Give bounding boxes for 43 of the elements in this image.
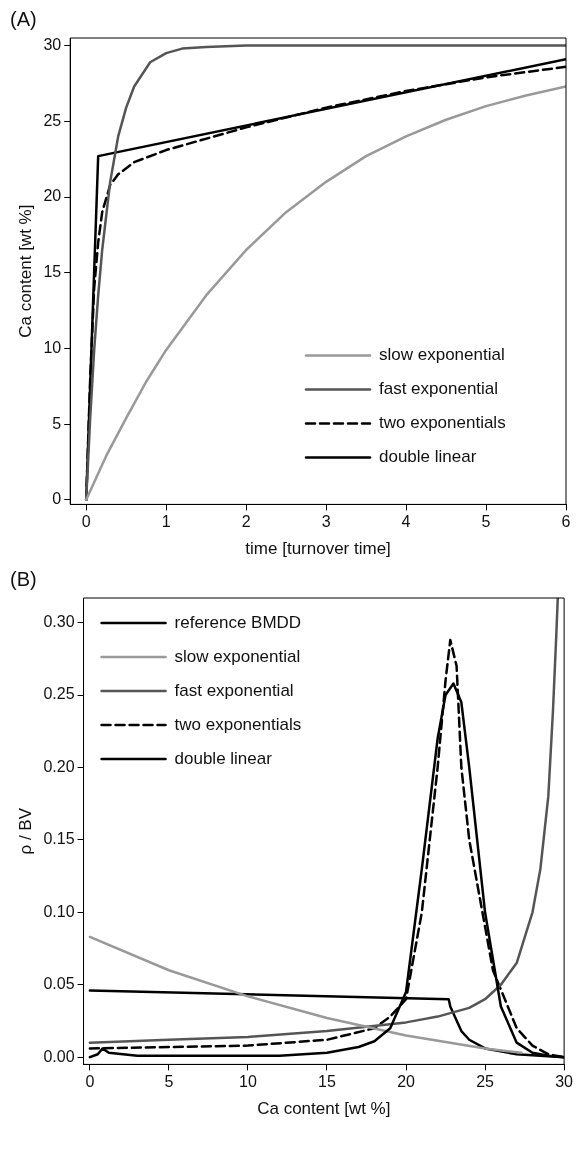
y-tick-label: 0.25 [43,685,75,703]
x-tick-label: 1 [161,513,171,531]
y-tick-label: 30 [43,35,62,53]
y-tick-label: 0 [52,490,62,508]
x-tick-label: 6 [561,513,571,531]
y-tick-label: 0.20 [43,757,75,775]
y-tick-label: 0.30 [43,613,75,631]
y-tick-label: 25 [43,111,62,129]
x-tick-label: 15 [318,1073,336,1091]
legend-label: slow exponential [379,345,505,365]
legend-label: double linear [379,447,477,467]
y-tick-label: 0.15 [43,830,75,848]
x-axis-title: time [turnover time] [245,539,391,559]
legend-label: double linear [174,748,273,768]
y-tick-label: 20 [43,187,62,205]
legend-label: two exponentials [174,714,302,734]
y-tick-label: 0.10 [43,902,75,920]
x-tick-label: 10 [239,1073,257,1091]
y-tick-label: 10 [43,338,62,356]
x-tick-label: 30 [555,1073,574,1091]
legend-label: two exponentials [379,413,506,433]
x-tick-label: 5 [164,1073,174,1091]
x-axis-title: Ca content [wt %] [257,1099,391,1119]
legend-label: slow exponential [174,646,301,666]
y-axis-title: Ca content [wt %] [15,204,35,338]
x-tick-label: 4 [401,513,411,531]
legend-label: fast exponential [379,379,499,399]
text: (B) [10,567,37,590]
text: (A) [10,7,37,30]
y-tick-label: 0.00 [43,1047,75,1065]
x-tick-label: 0 [81,513,91,531]
y-tick-label: 5 [52,414,62,432]
x-tick-label: 0 [85,1073,95,1091]
legend-label: reference BMDD [174,612,302,632]
y-axis-title: ρ / BV [15,807,35,855]
x-tick-label: 3 [321,513,331,531]
y-tick-label: 0.05 [43,975,75,993]
x-tick-label: 5 [481,513,491,531]
y-tick-label: 15 [43,263,62,281]
x-tick-label: 20 [397,1073,416,1091]
legend-label: fast exponential [174,680,294,700]
x-tick-label: 2 [241,513,251,531]
x-tick-label: 25 [476,1073,495,1091]
